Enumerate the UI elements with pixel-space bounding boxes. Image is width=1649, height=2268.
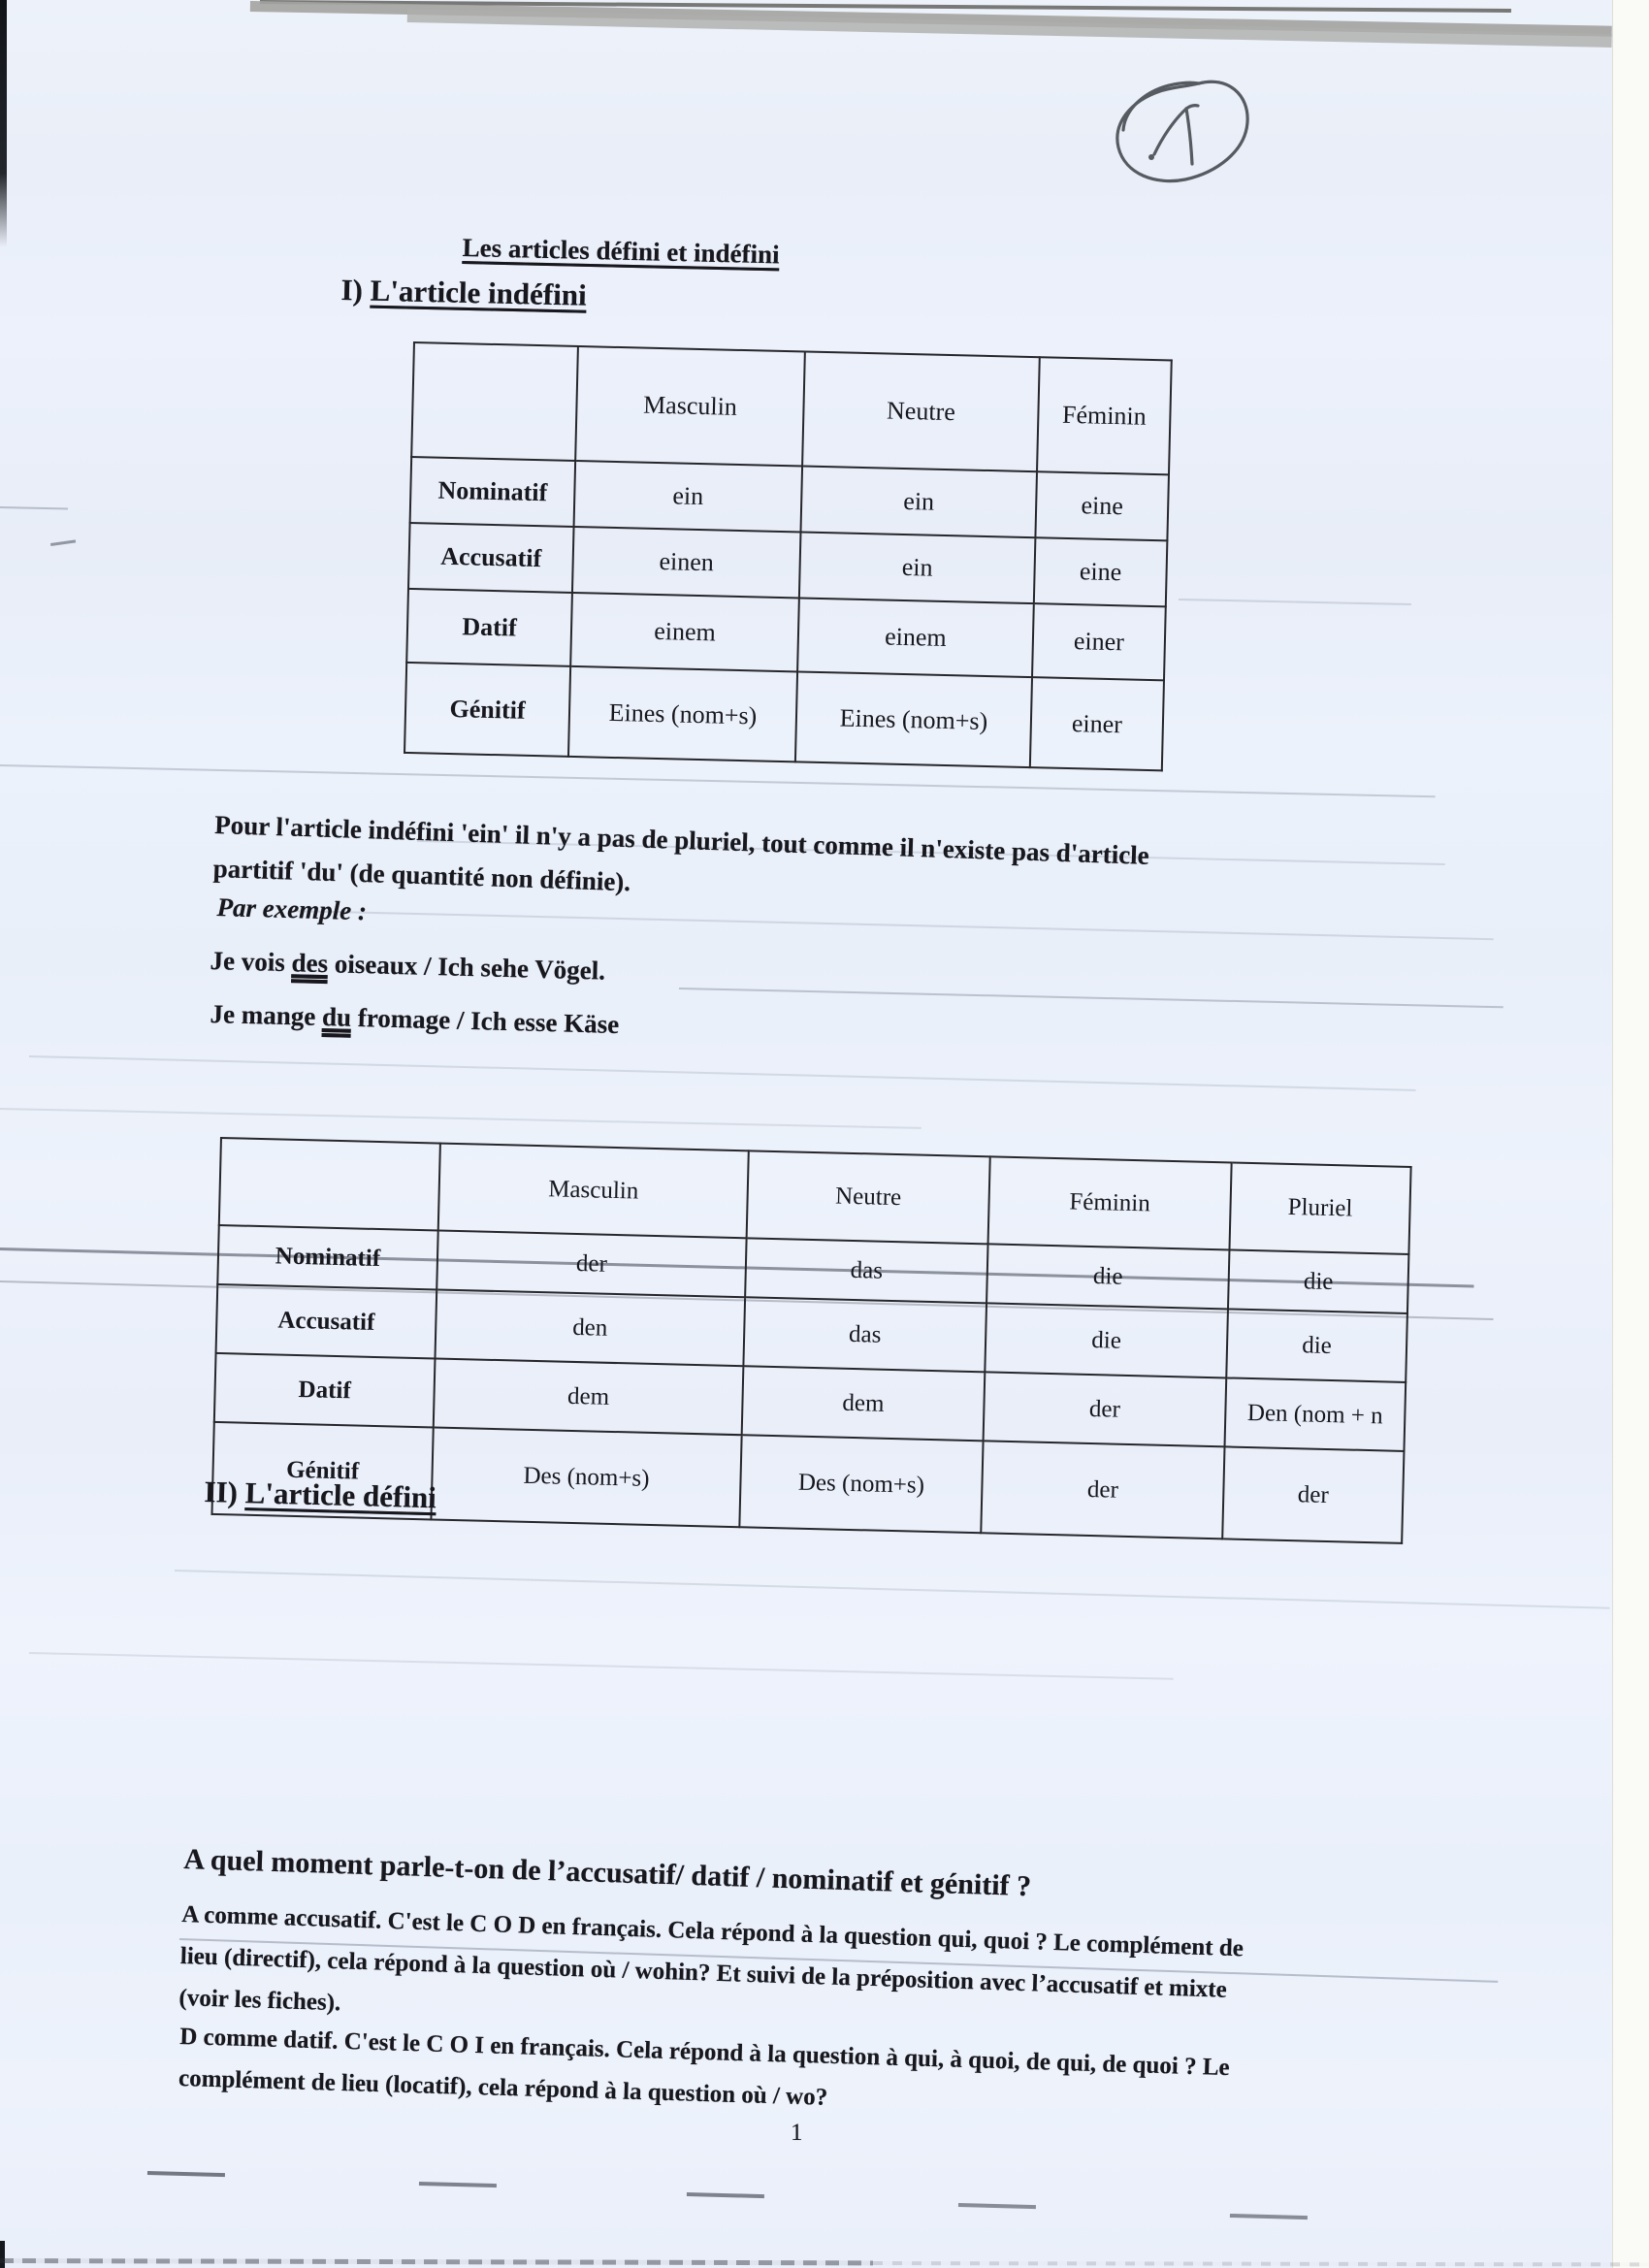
table-cell: der — [983, 1372, 1227, 1447]
table-cell: der — [436, 1230, 747, 1298]
table-cell: einer — [1032, 603, 1166, 681]
row-label: Génitif — [404, 662, 571, 757]
document-title: Les articles défini et indéfini — [462, 233, 780, 270]
document-title-text: Les articles défini et indéfini — [462, 233, 780, 270]
page-number-text: 1 — [791, 2120, 803, 2146]
table-cell: die — [985, 1303, 1228, 1378]
section-title: L'article défini — [244, 1475, 437, 1515]
section-title: L'article indéfini — [370, 273, 588, 312]
example-text: Je vois — [210, 946, 292, 978]
table-cell: das — [745, 1238, 988, 1304]
scan-dash — [686, 2192, 764, 2199]
example-text: fromage / Ich esse Käse — [350, 1002, 620, 1040]
column-header: Pluriel — [1229, 1162, 1411, 1254]
table-cell: der — [981, 1441, 1225, 1539]
table-cell: die — [1227, 1249, 1409, 1313]
scan-line — [0, 764, 1436, 798]
table-cell: einem — [797, 598, 1034, 678]
table-cell: Eines (nom+s) — [567, 665, 798, 762]
column-header: Masculin — [575, 346, 805, 467]
scan-line — [0, 506, 68, 510]
column-header: Féminin — [987, 1156, 1232, 1250]
table-cell: einen — [571, 526, 801, 599]
table-cell: ein — [573, 460, 803, 533]
table-cell: eine — [1035, 471, 1169, 541]
scan-bottom-left-mark — [0, 2241, 5, 2268]
table-cell: Den (nom + n — [1224, 1377, 1406, 1451]
section-numeral: I) — [340, 273, 364, 308]
example-line-2: Je mange du fromage / Ich esse Käse — [210, 999, 619, 1040]
row-label: Nominatif — [217, 1224, 438, 1290]
example-intro-text: Par exemple : — [216, 892, 368, 926]
example-text: Je mange — [210, 999, 323, 1032]
underlined-word: des — [291, 948, 329, 979]
table-cell: den — [435, 1289, 746, 1367]
scan-dash — [957, 2203, 1036, 2210]
table-cell: einer — [1029, 677, 1164, 771]
column-header: Masculin — [437, 1143, 749, 1239]
table-cell: die — [986, 1244, 1230, 1310]
example-text: oiseaux / Ich sehe Vögel. — [327, 949, 606, 986]
indefinite-article-table: Masculin Neutre Féminin Nominatif ein ei… — [404, 341, 1173, 771]
column-header: Neutre — [802, 351, 1040, 472]
scan-line — [1178, 599, 1411, 606]
table-cell: dem — [433, 1358, 744, 1436]
corner-cell — [411, 342, 578, 461]
scan-left-dark-edge — [0, 0, 7, 247]
qa-heading-text: A quel moment parle-t-on de l’accusatif/… — [182, 1843, 1032, 1903]
scan-line — [28, 1055, 1416, 1091]
section-numeral: II) — [204, 1474, 239, 1509]
example-intro: Par exemple : — [216, 892, 367, 926]
example-line-1: Je vois des oiseaux / Ich sehe Vögel. — [210, 946, 605, 987]
section-heading-indefinite: I) L'article indéfini — [340, 273, 587, 313]
underlined-word: du — [321, 1002, 352, 1032]
table-cell: dem — [741, 1366, 986, 1442]
scan-line — [0, 1108, 922, 1129]
row-label: Accusatif — [215, 1283, 437, 1359]
table-cell: Des (nom+s) — [739, 1435, 984, 1534]
table-cell: der — [1222, 1446, 1405, 1543]
page-number: 1 — [791, 2120, 803, 2147]
scan-line — [678, 988, 1504, 1009]
corner-cell — [218, 1138, 440, 1231]
table-cell: die — [1226, 1309, 1407, 1382]
scan-bottom-speckle-edge — [0, 2258, 873, 2266]
row-label: Nominatif — [409, 456, 576, 527]
column-header: Féminin — [1037, 357, 1172, 475]
scan-bottom-speckle-edge-right — [872, 2261, 1649, 2267]
scan-line — [28, 1652, 1174, 1680]
table-cell: Eines (nom+s) — [794, 671, 1033, 768]
column-header: Neutre — [746, 1150, 990, 1245]
scan-dash — [146, 2171, 225, 2178]
table-cell: das — [743, 1297, 987, 1373]
table-cell: Des (nom+s) — [431, 1427, 742, 1528]
section-heading-definite: II) L'article défini — [204, 1474, 436, 1515]
handwritten-circled-one-icon — [1116, 80, 1249, 183]
table-cell: eine — [1033, 537, 1168, 607]
pen-dot — [1148, 154, 1154, 160]
table-row: Génitif Eines (nom+s) Eines (nom+s) eine… — [404, 662, 1164, 771]
row-label: Datif — [213, 1352, 436, 1428]
scan-line — [50, 539, 77, 546]
scan-line — [174, 1570, 1610, 1609]
qa-heading: A quel moment parle-t-on de l’accusatif/… — [183, 1843, 1032, 1903]
scan-dash — [418, 2182, 497, 2188]
table-cell: ein — [798, 532, 1036, 604]
scan-dash — [1229, 2214, 1308, 2220]
row-label: Accusatif — [407, 522, 574, 593]
scan-right-paper-strip — [1612, 0, 1649, 2268]
table-cell: einem — [570, 592, 799, 672]
row-label: Datif — [406, 588, 572, 666]
table-cell: ein — [800, 466, 1038, 538]
